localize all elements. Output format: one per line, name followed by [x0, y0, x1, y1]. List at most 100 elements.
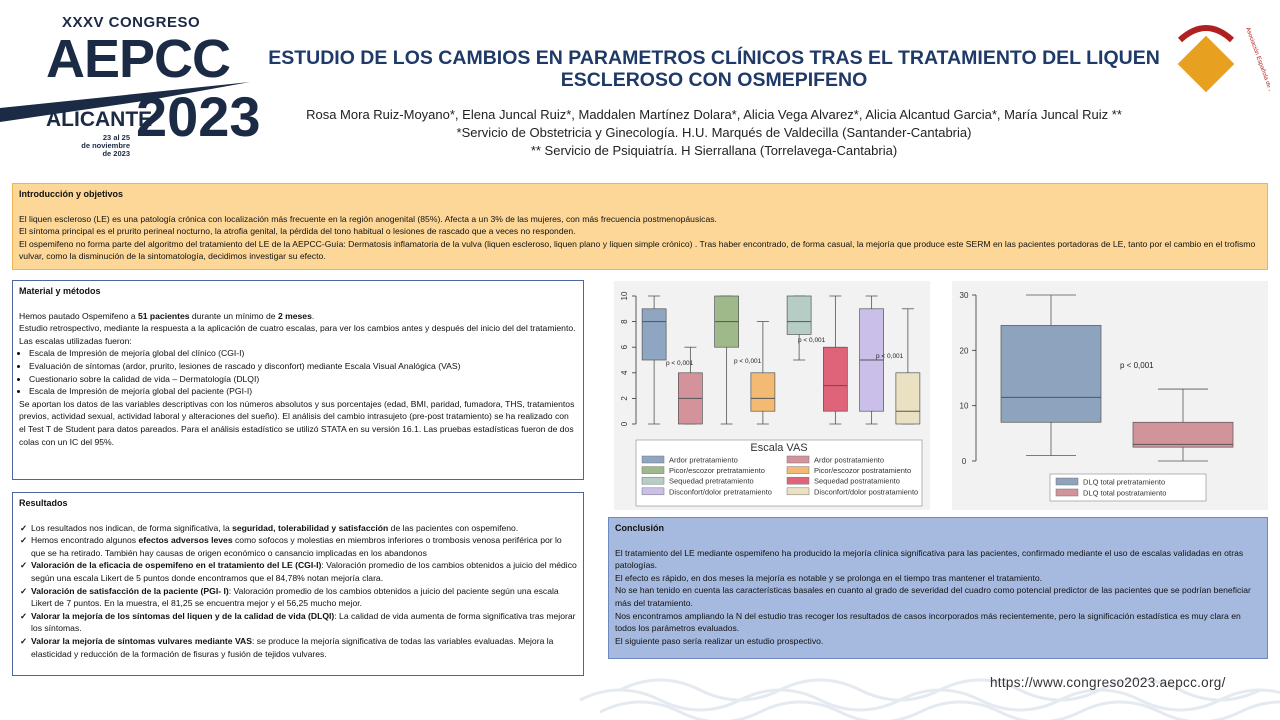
logo-city: ALICANTE — [46, 108, 153, 131]
text: Hemos pautado Ospemifeno a — [19, 310, 138, 321]
date-line: de 2023 — [102, 149, 130, 158]
paragraph: El efecto es rápido, en dos meses la mej… — [615, 572, 1043, 583]
emphasis: 51 pacientes — [137, 310, 190, 321]
paragraph: Las escalas utilizadas fueron: — [19, 335, 132, 346]
paragraph: El síntoma principal es el prurito perin… — [19, 226, 576, 237]
y-tick-label: 6 — [620, 344, 629, 349]
box — [823, 346, 848, 412]
y-tick-label: 0 — [620, 421, 629, 426]
dlqi-chart: 0 10 20 30 p < 0,001 DLQ total pretratamiento… — [952, 281, 1268, 510]
emphasis: Valorar la mejoría de síntomas vulvares … — [31, 635, 252, 646]
legend-swatch — [641, 476, 665, 485]
logo-brand: AEPCC — [46, 29, 231, 89]
emphasis: efectos adversos leves — [138, 535, 233, 546]
conclusion-section: Conclusión El tratamiento del LE mediant… — [608, 517, 1268, 659]
date-line: de noviembre — [81, 141, 130, 150]
legend-label: Picor/escozor postratamiento — [814, 466, 911, 475]
legend-swatch — [641, 466, 665, 474]
legend-label: Picor/escozor pretratamiento — [669, 466, 765, 475]
text: . — [311, 310, 315, 321]
annotation: p < 0,001 — [876, 353, 904, 360]
authors: Rosa Mora Ruiz-Moyano*, Elena Juncal Rui… — [306, 107, 1122, 122]
paragraph: El tratamiento del LE mediante ospemifen… — [615, 547, 1244, 571]
list-item: Valoración de la eficacia de ospemifeno … — [20, 559, 577, 584]
legend-swatch — [1055, 477, 1079, 486]
paragraph: El liquen escleroso (LE) es una patologí… — [19, 213, 717, 224]
section-heading: Conclusión — [615, 523, 664, 533]
text: Hemos encontrado algunos — [31, 535, 139, 546]
box — [641, 308, 667, 361]
section-heading: Introducción y objetivos — [19, 189, 124, 199]
text: como sofocos y molestias en miembros inf… — [31, 535, 562, 558]
legend-label: Disconfort/dolor pretratamiento — [669, 487, 772, 496]
y-tick-label: 8 — [620, 319, 629, 324]
list-item: Escala de Impresión de mejoría global de… — [29, 347, 577, 360]
paragraph: Nos encontramos ampliando la N del estud… — [615, 610, 1241, 634]
paragraph: No se han tenido en cuenta las caracterí… — [615, 585, 1251, 608]
emphasis: Valoración de satisfacción de la pacient… — [31, 585, 229, 596]
y-tick-label: 2 — [620, 396, 629, 401]
text: : La calidad de vida aumenta de forma si… — [31, 610, 576, 634]
legend-swatch — [786, 487, 810, 496]
list-item: Valorar la mejoría de los síntomas del l… — [20, 610, 577, 635]
legend-label: DLQ total postratamiento — [1083, 489, 1166, 498]
paragraph: El siguiente paso sería realizar un estu… — [615, 635, 824, 646]
logo-congress: XXXV CONGRESO — [62, 14, 201, 31]
url: https://www.congreso2023.aepcc.org/ — [990, 675, 1226, 690]
box — [750, 372, 776, 412]
legend-swatch — [641, 455, 665, 464]
list-item: Escala de Impresión de mejoría global de… — [29, 385, 577, 398]
text: de las pacientes con ospemifeno. — [388, 522, 519, 533]
box — [895, 372, 921, 425]
intro-section: Introducción y objetivos El liquen escle… — [12, 183, 1268, 270]
logo-text: Asociación Española de Patología Cervica… — [1244, 27, 1270, 104]
y-tick-label: 10 — [960, 402, 969, 411]
y-tick-label: 30 — [960, 291, 969, 300]
y-tick-label: 20 — [960, 346, 969, 355]
y-tick-label: 0 — [962, 457, 967, 466]
date-line: 23 al 25 — [102, 133, 130, 142]
section-heading: Resultados — [19, 498, 68, 508]
legend-label: Sequedad postratamiento — [814, 477, 900, 486]
emphasis: seguridad, tolerabilidad y satisfacción — [232, 522, 389, 533]
paragraph: Hemos pautado Ospemifeno a 51 pacientes … — [19, 310, 577, 323]
y-tick-label: 10 — [620, 291, 629, 300]
affiliation: ** Servicio de Psiquiatría. H Sierrallan… — [530, 143, 898, 158]
section-heading: Material y métodos — [19, 286, 101, 296]
legend-label: Sequedad pretratamiento — [669, 477, 754, 486]
affiliation: *Servicio de Obstetricia y Ginecología. … — [456, 125, 972, 140]
annotation: p < 0,001 — [798, 337, 826, 344]
legend-label: Ardor pretratamiento — [669, 456, 738, 465]
title: ESTUDIO DE LOS CAMBIOS EN PARAMETROS CLÍ… — [268, 47, 1160, 91]
legend-label: Disconfort/dolor postratamiento — [814, 487, 918, 496]
box — [786, 295, 812, 335]
legend-swatch — [641, 487, 665, 496]
legend-label: DLQ total pretratamiento — [1083, 478, 1165, 487]
emphasis: Valoración de la eficacia de ospemifeno … — [31, 560, 322, 571]
y-tick-label: 4 — [620, 370, 629, 375]
text: : se produce la mejoría significativa de… — [31, 635, 554, 659]
text: : Valoración promedio de los cambios obt… — [31, 585, 559, 609]
emphasis: 2 meses — [277, 310, 312, 321]
logo-dates: 23 al 25 de noviembre de 2023 — [72, 134, 130, 158]
methods-section: Material y métodos Hemos pautado Ospemif… — [12, 280, 584, 480]
annotation: p < 0,001 — [734, 358, 762, 365]
box — [1000, 325, 1102, 423]
text: Los resultados nos indican, de forma sig… — [31, 522, 233, 533]
logo-year: 2023 — [136, 85, 261, 148]
scale-list: Escala de Impresión de mejoría global de… — [19, 347, 577, 397]
emphasis: Valorar la mejoría de los síntomas del l… — [31, 610, 335, 621]
text: durante un mínimo de — [189, 310, 278, 321]
vas-chart: 0 2 4 6 8 10 p < 0,001 p < 0,001 p < 0,001 p < 0,… — [614, 281, 930, 510]
paragraph: Estudio retrospectivo, mediante la respu… — [19, 323, 576, 334]
text: : Valoración promedio de los cambios obt… — [31, 560, 577, 583]
authors-block: Rosa Mora Ruiz-Moyano*, Elena Juncal Rui… — [262, 106, 1166, 160]
list-item: Hemos encontrado algunos efectos adverso… — [20, 534, 577, 559]
results-list: Los resultados nos indican, de forma sig… — [19, 522, 577, 661]
box — [1132, 421, 1234, 448]
list-item: Los resultados nos indican, de forma sig… — [20, 522, 577, 535]
list-item: Valorar la mejoría de síntomas vulvares … — [20, 635, 577, 660]
logo-caption: Asociación Española de Patología Cervica… — [1244, 27, 1270, 104]
legend-label: Ardor postratamiento — [814, 456, 884, 465]
